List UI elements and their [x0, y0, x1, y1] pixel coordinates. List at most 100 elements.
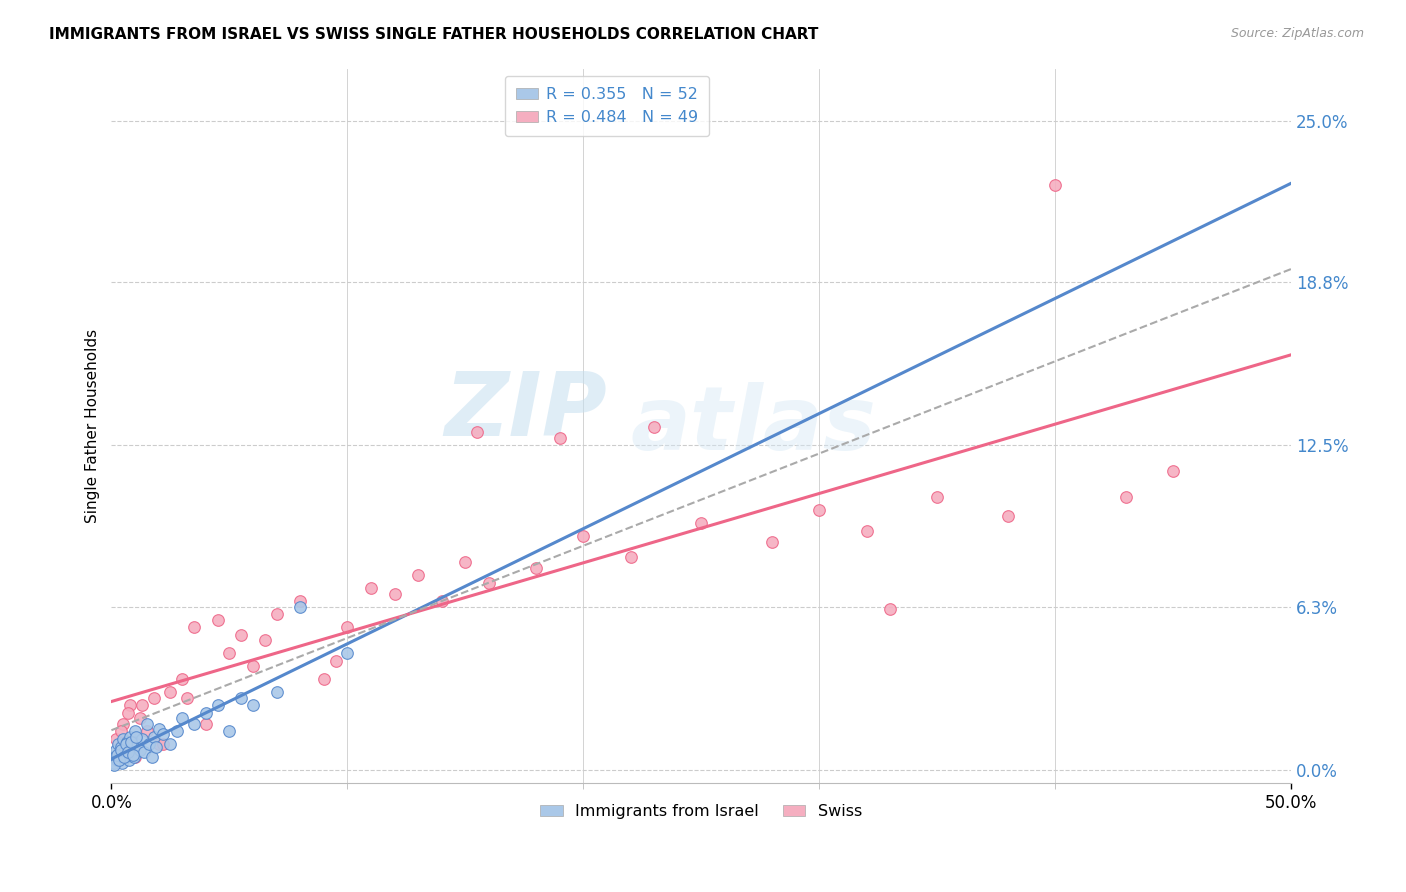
Point: [120, 698, 142, 713]
Point: [172, 673, 194, 687]
Point: [183, 620, 205, 634]
Point: [104, 750, 127, 764]
Point: [266, 607, 288, 622]
Point: [312, 673, 335, 687]
Point: [117, 706, 139, 721]
Point: [430, 594, 453, 608]
Point: [207, 613, 229, 627]
Point: [194, 706, 217, 721]
Point: [690, 516, 713, 531]
Point: [141, 750, 163, 764]
Point: [107, 738, 129, 752]
Legend: Immigrants from Israel, Swiss: Immigrants from Israel, Swiss: [534, 797, 869, 825]
Point: [152, 727, 174, 741]
Point: [152, 738, 174, 752]
Point: [231, 628, 253, 642]
Point: [122, 747, 145, 762]
Point: [619, 550, 641, 565]
Point: [112, 745, 135, 759]
Point: [176, 690, 198, 705]
Point: [159, 738, 181, 752]
Point: [524, 560, 547, 574]
Point: [266, 685, 288, 699]
Point: [134, 745, 156, 759]
Point: [1163, 465, 1185, 479]
Point: [465, 425, 488, 440]
Point: [112, 732, 135, 747]
Point: [117, 742, 139, 756]
Point: [336, 647, 359, 661]
Point: [183, 716, 205, 731]
Point: [548, 431, 571, 445]
Point: [761, 534, 783, 549]
Point: [105, 753, 128, 767]
Text: atlas: atlas: [630, 383, 876, 469]
Point: [115, 735, 138, 749]
Point: [207, 698, 229, 713]
Point: [135, 724, 157, 739]
Point: [127, 738, 149, 752]
Point: [114, 750, 136, 764]
Point: [290, 599, 312, 614]
Point: [253, 633, 276, 648]
Point: [454, 556, 477, 570]
Point: [110, 742, 132, 756]
Point: [643, 420, 665, 434]
Point: [242, 659, 264, 673]
Y-axis label: Single Father Households: Single Father Households: [86, 329, 100, 523]
Point: [122, 750, 145, 764]
Point: [110, 739, 132, 754]
Point: [121, 739, 143, 754]
Point: [325, 654, 347, 668]
Point: [808, 503, 831, 517]
Point: [138, 738, 160, 752]
Point: [120, 730, 142, 744]
Point: [572, 529, 595, 543]
Point: [111, 756, 134, 770]
Point: [172, 711, 194, 725]
Point: [112, 750, 135, 764]
Point: [336, 620, 359, 634]
Point: [142, 690, 165, 705]
Point: [148, 722, 170, 736]
Point: [121, 747, 143, 762]
Point: [103, 758, 125, 772]
Point: [855, 524, 877, 539]
Point: [406, 568, 429, 582]
Point: [128, 742, 150, 756]
Point: [124, 724, 146, 739]
Point: [879, 602, 901, 616]
Text: IMMIGRANTS FROM ISRAEL VS SWISS SINGLE FATHER HOUSEHOLDS CORRELATION CHART: IMMIGRANTS FROM ISRAEL VS SWISS SINGLE F…: [49, 27, 818, 42]
Point: [290, 594, 312, 608]
Point: [360, 582, 382, 596]
Point: [218, 647, 240, 661]
Point: [128, 711, 150, 725]
Point: [110, 724, 132, 739]
Point: [194, 716, 217, 731]
Text: ZIP: ZIP: [444, 368, 607, 455]
Point: [108, 753, 131, 767]
Point: [118, 753, 141, 767]
Point: [105, 747, 128, 762]
Point: [159, 685, 181, 699]
Point: [115, 738, 138, 752]
Point: [142, 730, 165, 744]
Point: [105, 732, 128, 747]
Point: [384, 586, 406, 600]
Point: [166, 724, 188, 739]
Point: [120, 735, 142, 749]
Point: [148, 738, 170, 752]
Point: [125, 730, 148, 744]
Point: [218, 724, 240, 739]
Point: [131, 732, 153, 747]
Point: [117, 745, 139, 759]
Point: [112, 716, 135, 731]
Point: [131, 698, 153, 713]
Point: [135, 716, 157, 731]
Point: [1045, 178, 1067, 193]
Point: [1115, 491, 1137, 505]
Text: Source: ZipAtlas.com: Source: ZipAtlas.com: [1230, 27, 1364, 40]
Point: [478, 576, 501, 591]
Point: [103, 756, 125, 770]
Point: [105, 742, 128, 756]
